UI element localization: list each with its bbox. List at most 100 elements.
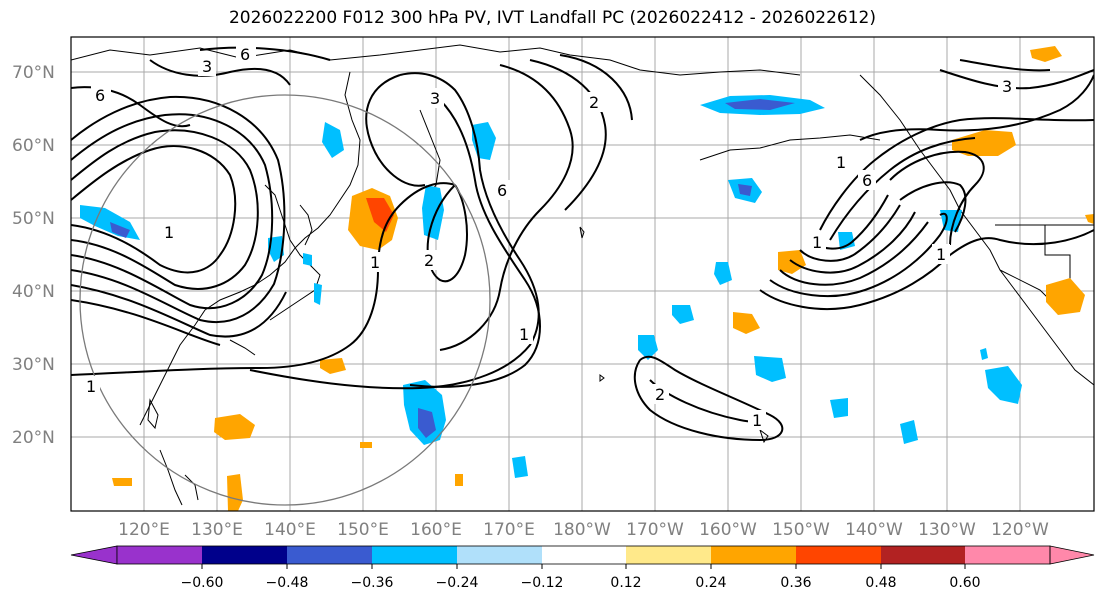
contour-label: 1 — [812, 233, 822, 252]
contour-label: 1 — [370, 253, 380, 272]
contour-label: 2 — [655, 385, 665, 404]
colorbar-bin — [711, 546, 796, 564]
pos-fill-bc — [952, 130, 1016, 156]
lon-label: 140°E — [264, 520, 316, 540]
latitude-labels: 70°N 60°N 50°N 40°N 30°N 20°N — [12, 63, 55, 448]
lon-label: 160°W — [699, 520, 757, 540]
colorbar-bin — [965, 546, 1050, 564]
pos-fill-eastchina — [320, 358, 346, 374]
neg-fill-pac6 — [830, 398, 848, 418]
contour-label: 2 — [424, 251, 434, 270]
neg-fill-okhotsk — [322, 122, 344, 158]
colorbar-tick-label: −0.60 — [181, 575, 224, 591]
pos-fill-ryukyu — [214, 414, 255, 440]
colorbar-bin — [626, 546, 711, 564]
pos-fill-sm1 — [112, 478, 132, 486]
colorbar-extend-min — [70, 545, 118, 565]
neg-fill-pac8 — [900, 420, 918, 444]
colorbar-bin — [287, 546, 372, 564]
lon-label: 160°E — [410, 520, 462, 540]
colorbar-bin — [202, 546, 287, 564]
colorbar-tick-label: 0.12 — [610, 575, 641, 591]
neg-fill-westpac-core — [418, 408, 436, 438]
contour-label: 2 — [589, 93, 599, 112]
colorbar-bin — [542, 546, 626, 564]
colorbar-bin — [457, 546, 542, 564]
pos-fill-philippine — [227, 474, 243, 511]
contour-label: 3 — [1002, 77, 1012, 96]
lon-label: 150°W — [772, 520, 830, 540]
neg-fill-bering-core — [738, 184, 752, 196]
colorbar-tick-label: −0.36 — [351, 575, 394, 591]
contour-label: 6 — [497, 181, 507, 200]
colorbar-extend-max — [1049, 545, 1095, 565]
longitude-labels: 120°E 130°E 140°E 150°E 160°E 170°E 180°… — [118, 520, 1049, 540]
neg-fill-pac3 — [638, 335, 658, 360]
pos-fill-pac — [733, 312, 760, 334]
lat-label: 40°N — [12, 282, 55, 302]
landfall-region-circle — [79, 94, 491, 506]
neg-fill-sea — [303, 253, 312, 266]
contour-label: 1 — [752, 411, 762, 430]
colorbar-tick-label: 0.48 — [865, 575, 896, 591]
colorbar-bin — [117, 546, 202, 564]
neg-fill-pac5 — [838, 232, 855, 250]
positive-anomaly-fills — [112, 46, 1094, 511]
neg-fill-japan — [268, 236, 284, 262]
colorbar: −0.60 −0.48 −0.36 −0.24 −0.12 0.12 0.24 … — [70, 545, 1095, 591]
contour-label: 6 — [862, 171, 872, 190]
lon-label: 120°E — [118, 520, 170, 540]
lon-label: 170°E — [483, 520, 535, 540]
colorbar-ticks — [201, 564, 966, 569]
pos-fill-california — [1046, 278, 1085, 315]
lat-label: 50°N — [12, 209, 55, 229]
contour-label: 3 — [202, 57, 212, 76]
contour-label: 1 — [86, 377, 96, 396]
negative-anomaly-fills — [80, 95, 1022, 478]
colorbar-bin — [796, 546, 881, 564]
contour-label: 6 — [240, 45, 250, 64]
contour-label: 1 — [519, 325, 529, 344]
neg-fill-yellowsea — [314, 283, 322, 305]
contour-label: 1 — [836, 153, 846, 172]
lon-label: 170°W — [626, 520, 684, 540]
neg-fill-mongolia-core — [110, 222, 130, 238]
pos-fill-sm4 — [1085, 214, 1094, 224]
neg-fill-pac2 — [672, 305, 694, 324]
pos-fill-arctic — [1030, 46, 1062, 62]
contour-label: 3 — [430, 89, 440, 108]
neg-fill-pac1 — [714, 262, 732, 285]
lat-label: 60°N — [12, 136, 55, 156]
lon-label: 140°W — [845, 520, 903, 540]
lon-label: 150°E — [337, 520, 389, 540]
lon-label: 130°W — [918, 520, 976, 540]
lat-label: 30°N — [12, 355, 55, 375]
neg-fill-pac9 — [512, 456, 528, 478]
colorbar-tick-label: −0.48 — [266, 575, 309, 591]
colorbar-tick-label: 0.36 — [780, 575, 811, 591]
colorbar-tick-label: 0.24 — [695, 575, 726, 591]
neg-fill-pac10 — [980, 348, 988, 360]
lon-label: 130°E — [191, 520, 243, 540]
contour-label: 1 — [936, 245, 946, 264]
pos-fill-sm3 — [360, 442, 372, 448]
lat-label: 70°N — [12, 63, 55, 83]
contour-labels: 6 3 6 3 2 6 1 2 1 1 1 1 1 2 — [82, 45, 1016, 430]
colorbar-frame — [116, 545, 1051, 565]
coastlines — [71, 44, 1094, 506]
colorbar-tick-label: 0.60 — [949, 575, 980, 591]
neg-fill-pac7 — [985, 366, 1022, 404]
map-title: 2026022200 F012 300 hPa PV, IVT Landfall… — [228, 8, 876, 28]
contour-label: 1 — [164, 223, 174, 242]
contour-label: 6 — [95, 86, 105, 105]
map-frame — [70, 36, 1095, 512]
neg-fill-kuril — [422, 185, 444, 240]
neg-fill-alaska-core — [725, 99, 795, 110]
colorbar-tick-label: −0.24 — [436, 575, 479, 591]
lat-label: 20°N — [12, 428, 55, 448]
lon-label: 180°W — [553, 520, 611, 540]
colorbar-tick-label: −0.12 — [521, 575, 564, 591]
lon-label: 120°W — [991, 520, 1049, 540]
pos-fill-sm2 — [455, 474, 463, 486]
